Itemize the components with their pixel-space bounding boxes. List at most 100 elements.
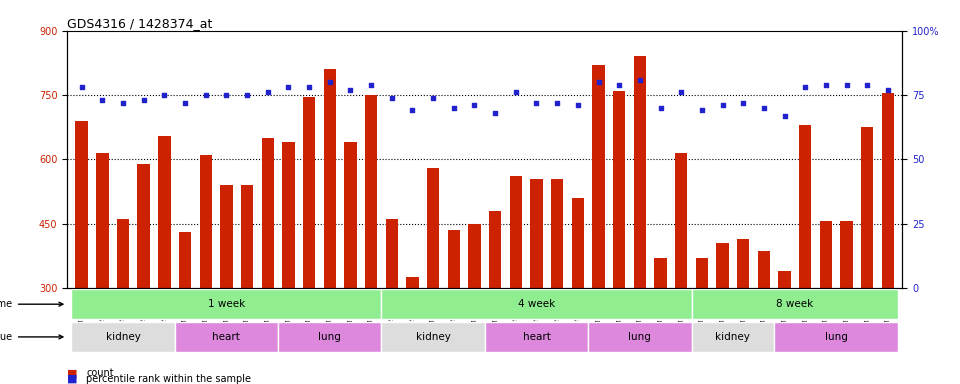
Bar	[158, 136, 171, 384]
Bar	[427, 168, 440, 384]
Point	[488, 110, 503, 116]
Bar	[696, 258, 708, 384]
Point	[136, 97, 152, 103]
Point	[322, 79, 337, 85]
Text: heart: heart	[212, 332, 240, 342]
Point	[467, 102, 482, 108]
Point	[880, 87, 896, 93]
Bar	[489, 211, 501, 384]
Point	[612, 82, 627, 88]
Point	[74, 84, 89, 90]
Point	[694, 108, 709, 114]
Bar	[655, 258, 667, 384]
FancyBboxPatch shape	[381, 290, 691, 319]
Point	[839, 82, 854, 88]
Bar	[282, 142, 295, 384]
Point	[633, 76, 648, 83]
Bar	[675, 153, 687, 384]
Bar	[757, 252, 770, 384]
Bar	[571, 198, 584, 384]
Text: kidney: kidney	[416, 332, 450, 342]
FancyBboxPatch shape	[774, 322, 899, 352]
Text: kidney: kidney	[106, 332, 140, 342]
Bar	[302, 97, 315, 384]
Point	[219, 92, 234, 98]
Point	[777, 113, 792, 119]
Bar	[716, 243, 729, 384]
Bar	[365, 95, 377, 384]
Bar	[510, 176, 522, 384]
Bar	[345, 142, 356, 384]
Bar	[799, 125, 811, 384]
Bar	[613, 91, 625, 384]
FancyBboxPatch shape	[175, 322, 278, 352]
Point	[818, 82, 833, 88]
Point	[280, 84, 296, 90]
Text: lung: lung	[319, 332, 341, 342]
Text: GDS4316 / 1428374_at: GDS4316 / 1428374_at	[67, 17, 212, 30]
Point	[239, 92, 254, 98]
FancyBboxPatch shape	[691, 290, 899, 319]
Point	[508, 89, 523, 96]
Bar	[634, 56, 646, 384]
Bar	[179, 232, 191, 384]
Bar	[820, 222, 832, 384]
Text: lung: lung	[825, 332, 848, 342]
Bar	[324, 69, 336, 384]
FancyBboxPatch shape	[278, 322, 381, 352]
Bar	[468, 223, 481, 384]
Text: time: time	[0, 299, 62, 309]
Point	[405, 108, 420, 114]
Point	[301, 84, 317, 90]
Point	[115, 99, 131, 106]
Point	[446, 105, 462, 111]
Point	[425, 94, 441, 101]
Text: kidney: kidney	[715, 332, 751, 342]
Point	[198, 92, 213, 98]
FancyBboxPatch shape	[71, 322, 175, 352]
Point	[674, 89, 689, 96]
Point	[549, 99, 564, 106]
Bar	[592, 65, 605, 384]
FancyBboxPatch shape	[485, 322, 588, 352]
Bar	[881, 93, 894, 384]
Point	[715, 102, 731, 108]
Point	[529, 99, 544, 106]
Text: count: count	[86, 368, 114, 378]
Bar	[117, 219, 130, 384]
Point	[260, 89, 276, 96]
Point	[95, 97, 110, 103]
Bar	[220, 185, 232, 384]
Text: percentile rank within the sample: percentile rank within the sample	[86, 374, 252, 384]
Point	[343, 87, 358, 93]
Bar	[261, 138, 274, 384]
Bar	[737, 238, 750, 384]
Text: 8 week: 8 week	[777, 299, 813, 309]
Text: heart: heart	[522, 332, 550, 342]
Bar	[406, 277, 419, 384]
Point	[798, 84, 813, 90]
Point	[756, 105, 772, 111]
Bar	[386, 219, 398, 384]
Bar	[447, 230, 460, 384]
Point	[570, 102, 586, 108]
FancyBboxPatch shape	[588, 322, 691, 352]
FancyBboxPatch shape	[381, 322, 485, 352]
Bar	[861, 127, 874, 384]
Text: ■: ■	[67, 374, 78, 384]
Point	[590, 79, 606, 85]
Point	[735, 99, 751, 106]
Bar	[137, 164, 150, 384]
Bar	[530, 179, 542, 384]
Text: 1 week: 1 week	[207, 299, 245, 309]
Bar	[76, 121, 88, 384]
FancyBboxPatch shape	[71, 290, 381, 319]
Point	[178, 99, 193, 106]
Bar	[840, 222, 852, 384]
Text: 4 week: 4 week	[517, 299, 555, 309]
Bar	[200, 155, 212, 384]
Bar	[96, 153, 108, 384]
Point	[156, 92, 172, 98]
Point	[653, 105, 668, 111]
Text: tissue: tissue	[0, 332, 62, 342]
